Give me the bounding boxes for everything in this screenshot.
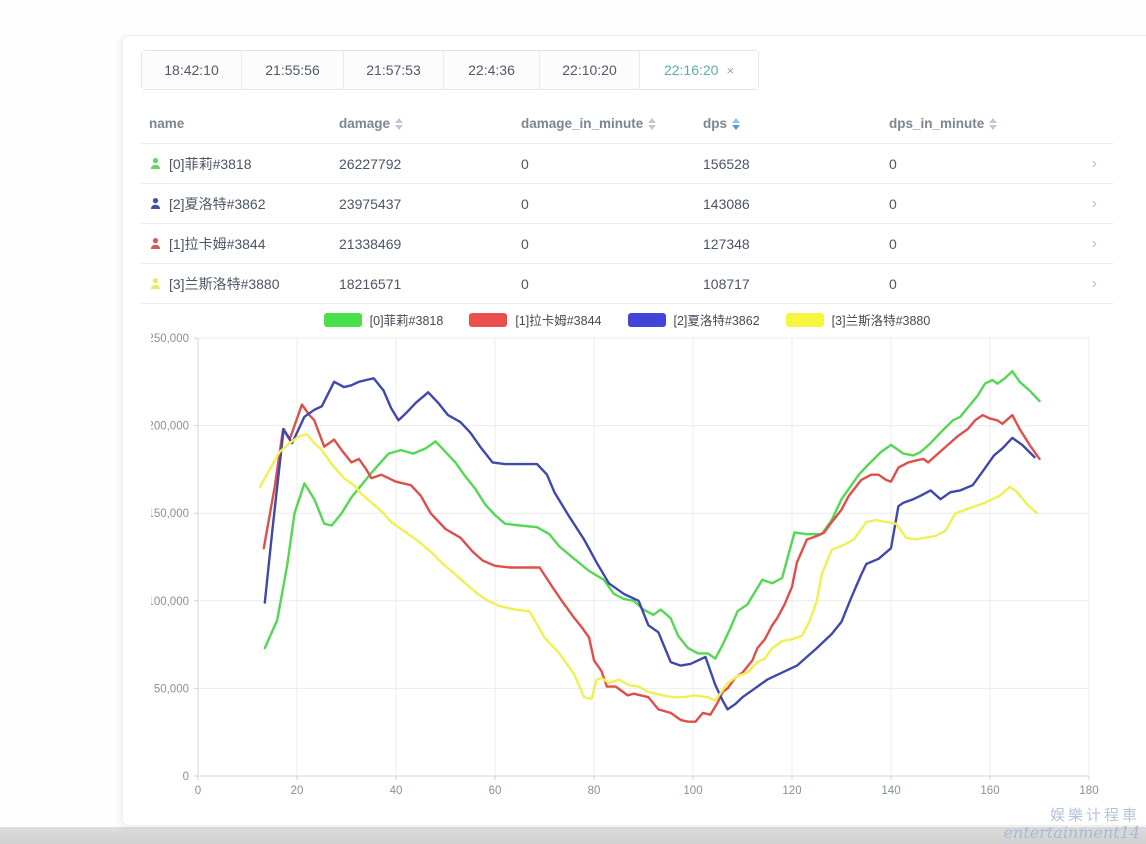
svg-text:0: 0: [183, 771, 189, 783]
legend-item-xialuote[interactable]: [2]夏洛特#3862: [627, 310, 760, 329]
player-icon: [150, 157, 161, 170]
table-row[interactable]: [2]夏洛特#3862 23975437 0 143086 0 ›: [141, 184, 1113, 224]
chart-legend: [0]菲莉#3818 [1]拉卡姆#3844 [2]夏洛特#3862 [3]兰斯…: [141, 310, 1113, 329]
player-name: [3]兰斯洛特#3880: [169, 275, 280, 292]
legend-item-lakamu[interactable]: [1]拉卡姆#3844: [469, 310, 602, 329]
tab-label: 22:16:20: [663, 62, 719, 78]
row-expand-chevron[interactable]: ›: [1091, 274, 1097, 292]
svg-text:100,000: 100,000: [151, 596, 189, 608]
header-dps-in-minute: dps_in_minute: [889, 116, 1065, 131]
table-row[interactable]: [0]菲莉#3818 26227792 0 156528 0 ›: [141, 144, 1113, 184]
tab-label: 21:55:56: [265, 62, 320, 78]
sort-damage-button[interactable]: [395, 117, 404, 130]
damage-value: 18216571: [339, 275, 402, 292]
player-icon: [150, 197, 161, 210]
header-label: damage: [339, 116, 391, 131]
legend-label: [2]夏洛特#3862: [673, 314, 760, 328]
legend-swatch-blue: [627, 312, 666, 327]
tab-18-42-10[interactable]: 18:42:10: [142, 51, 242, 89]
bottom-bar: [0, 827, 1146, 844]
row-expand-chevron[interactable]: ›: [1091, 154, 1097, 172]
damage-in-minute-value: 0: [521, 155, 529, 172]
svg-text:200,000: 200,000: [151, 421, 189, 433]
header-damage: damage: [339, 116, 521, 131]
damage-in-minute-value: 0: [521, 275, 529, 292]
tab-label: 21:57:53: [366, 62, 421, 78]
table-row[interactable]: [3]兰斯洛特#3880 18216571 0 108717 0 ›: [141, 264, 1113, 304]
tab-22-10-20[interactable]: 22:10:20: [540, 51, 640, 89]
table-body: [0]菲莉#3818 26227792 0 156528 0 › [2]夏洛特#…: [141, 144, 1113, 304]
header-label: damage_in_minute: [521, 116, 644, 131]
time-tabs: 18:42:10 21:55:56 21:57:53 22:4:36 22:10…: [141, 50, 759, 90]
svg-text:60: 60: [489, 785, 502, 797]
dps-value: 108717: [703, 275, 750, 292]
dps-in-minute-value: 0: [889, 155, 897, 172]
legend-swatch-red: [469, 312, 508, 327]
legend-item-feili[interactable]: [0]菲莉#3818: [323, 310, 444, 329]
header-label: dps_in_minute: [889, 116, 985, 131]
legend-label: [0]菲莉#3818: [369, 314, 444, 328]
stats-panel: 18:42:10 21:55:56 21:57:53 22:4:36 22:10…: [122, 35, 1146, 826]
tab-label: 18:42:10: [164, 62, 219, 78]
dps-chart: 0 50,000 100,000 150,000 200,000 250,000 0 20 40…: [151, 333, 1099, 797]
sort-damage-in-minute-button[interactable]: [648, 117, 657, 130]
dps-in-minute-value: 0: [889, 235, 897, 252]
dps-in-minute-value: 0: [889, 195, 897, 212]
svg-text:140: 140: [881, 785, 900, 797]
player-name: [1]拉卡姆#3844: [169, 235, 266, 252]
svg-text:0: 0: [195, 785, 201, 797]
svg-text:250,000: 250,000: [151, 333, 189, 345]
sort-dps-button[interactable]: [732, 117, 741, 130]
table-header-row: name damage damage_in_minute dps dps_in_…: [141, 104, 1113, 144]
svg-text:150,000: 150,000: [151, 508, 189, 520]
header-dps: dps: [703, 116, 889, 131]
legend-label: [3]兰斯洛特#3880: [831, 314, 931, 328]
svg-text:100: 100: [683, 785, 702, 797]
svg-text:160: 160: [980, 785, 999, 797]
watermark: 娱樂计程車 entertainment14: [1003, 806, 1140, 843]
damage-value: 23975437: [339, 195, 402, 212]
legend-label: [1]拉卡姆#3844: [515, 314, 602, 328]
dps-value: 143086: [703, 195, 750, 212]
legend-swatch-yellow: [785, 312, 824, 327]
row-expand-chevron[interactable]: ›: [1091, 234, 1097, 252]
svg-text:80: 80: [588, 785, 601, 797]
damage-value: 26227792: [339, 155, 402, 172]
table-row[interactable]: [1]拉卡姆#3844 21338469 0 127348 0 ›: [141, 224, 1113, 264]
player-icon: [150, 277, 161, 290]
tab-22-16-20[interactable]: 22:16:20 ×: [640, 51, 758, 89]
legend-item-lansiluote[interactable]: [3]兰斯洛特#3880: [785, 310, 931, 329]
header-damage-in-minute: damage_in_minute: [521, 116, 703, 131]
player-icon: [150, 237, 161, 250]
player-name: [0]菲莉#3818: [169, 155, 252, 172]
watermark-latin: entertainment14: [1003, 823, 1140, 843]
header-label: dps: [703, 116, 728, 131]
damage-in-minute-value: 0: [521, 195, 529, 212]
damage-value: 21338469: [339, 235, 402, 252]
dps-value: 127348: [703, 235, 750, 252]
header-name: name: [149, 116, 339, 131]
svg-text:180: 180: [1079, 785, 1098, 797]
close-tab-icon[interactable]: ×: [726, 62, 735, 78]
svg-text:40: 40: [390, 785, 403, 797]
tab-label: 22:4:36: [468, 62, 515, 78]
svg-text:20: 20: [291, 785, 304, 797]
dps-value: 156528: [703, 155, 750, 172]
svg-text:120: 120: [782, 785, 801, 797]
tab-22-4-36[interactable]: 22:4:36: [444, 51, 540, 89]
player-name: [2]夏洛特#3862: [169, 195, 266, 212]
tab-21-57-53[interactable]: 21:57:53: [344, 51, 444, 89]
header-label: name: [149, 116, 185, 131]
damage-in-minute-value: 0: [521, 235, 529, 252]
tab-21-55-56[interactable]: 21:55:56: [242, 51, 344, 89]
watermark-chinese: 娱樂计程車: [1049, 806, 1140, 824]
sort-dps-in-minute-button[interactable]: [989, 117, 998, 130]
svg-text:50,000: 50,000: [154, 683, 189, 695]
tab-label: 22:10:20: [562, 62, 617, 78]
dps-in-minute-value: 0: [889, 275, 897, 292]
player-table: name damage damage_in_minute dps dps_in_…: [141, 104, 1113, 304]
legend-swatch-green: [323, 312, 362, 327]
row-expand-chevron[interactable]: ›: [1091, 194, 1097, 212]
